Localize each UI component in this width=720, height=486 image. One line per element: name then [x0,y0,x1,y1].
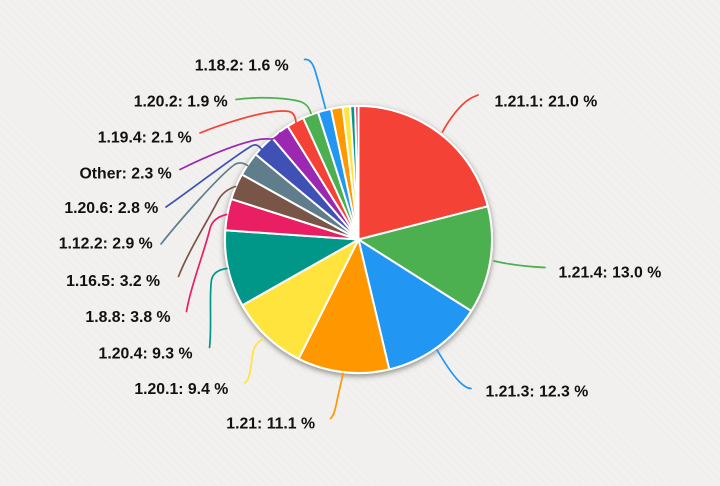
svg-text:Other: 2.3 %: Other: 2.3 % [80,165,172,182]
svg-text:1.21: 11.1 %: 1.21: 11.1 % [226,416,315,433]
svg-text:1.16.5: 3.2 %: 1.16.5: 3.2 % [66,273,160,290]
svg-text:1.21.1: 21.0 %: 1.21.1: 21.0 % [495,94,598,111]
svg-text:1.21.3: 12.3 %: 1.21.3: 12.3 % [486,384,589,401]
svg-text:1.20.1: 9.4 %: 1.20.1: 9.4 % [134,381,228,398]
svg-text:1.21.4: 13.0 %: 1.21.4: 13.0 % [559,265,662,282]
svg-text:1.18.2: 1.6 %: 1.18.2: 1.6 % [195,58,289,75]
svg-text:1.12.2: 2.9 %: 1.12.2: 2.9 % [59,236,153,253]
svg-text:1.8.8: 3.8 %: 1.8.8: 3.8 % [85,309,170,326]
svg-text:1.20.4: 9.3 %: 1.20.4: 9.3 % [99,346,193,363]
svg-text:1.19.4: 2.1 %: 1.19.4: 2.1 % [98,130,192,147]
svg-text:1.20.2: 1.9 %: 1.20.2: 1.9 % [134,94,228,111]
svg-text:1.20.6: 2.8 %: 1.20.6: 2.8 % [64,200,158,217]
